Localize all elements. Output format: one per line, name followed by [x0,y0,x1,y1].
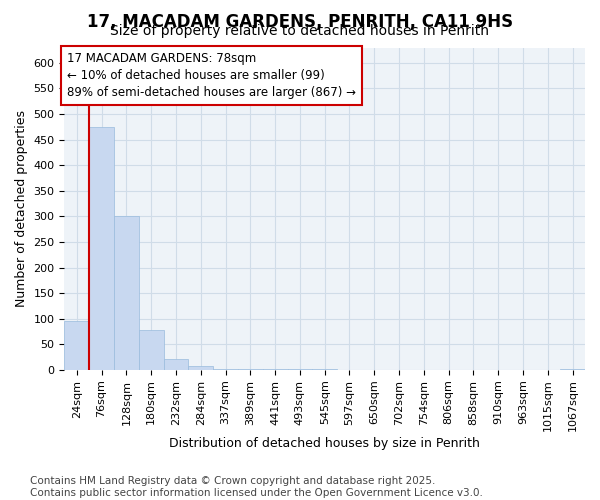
Bar [213,369,238,370]
Bar [139,330,164,370]
Text: 17, MACADAM GARDENS, PENRITH, CA11 9HS: 17, MACADAM GARDENS, PENRITH, CA11 9HS [87,12,513,30]
Bar [164,358,188,370]
Bar [64,321,89,370]
Bar [238,369,263,370]
Y-axis label: Number of detached properties: Number of detached properties [15,110,28,307]
X-axis label: Distribution of detached houses by size in Penrith: Distribution of detached houses by size … [169,437,480,450]
Bar [114,216,139,370]
Text: Size of property relative to detached houses in Penrith: Size of property relative to detached ho… [110,24,490,38]
Bar [89,127,114,370]
Text: 17 MACADAM GARDENS: 78sqm
← 10% of detached houses are smaller (99)
89% of semi-: 17 MACADAM GARDENS: 78sqm ← 10% of detac… [67,52,356,100]
Bar [560,369,585,370]
Bar [188,366,213,370]
Text: Contains HM Land Registry data © Crown copyright and database right 2025.
Contai: Contains HM Land Registry data © Crown c… [30,476,483,498]
